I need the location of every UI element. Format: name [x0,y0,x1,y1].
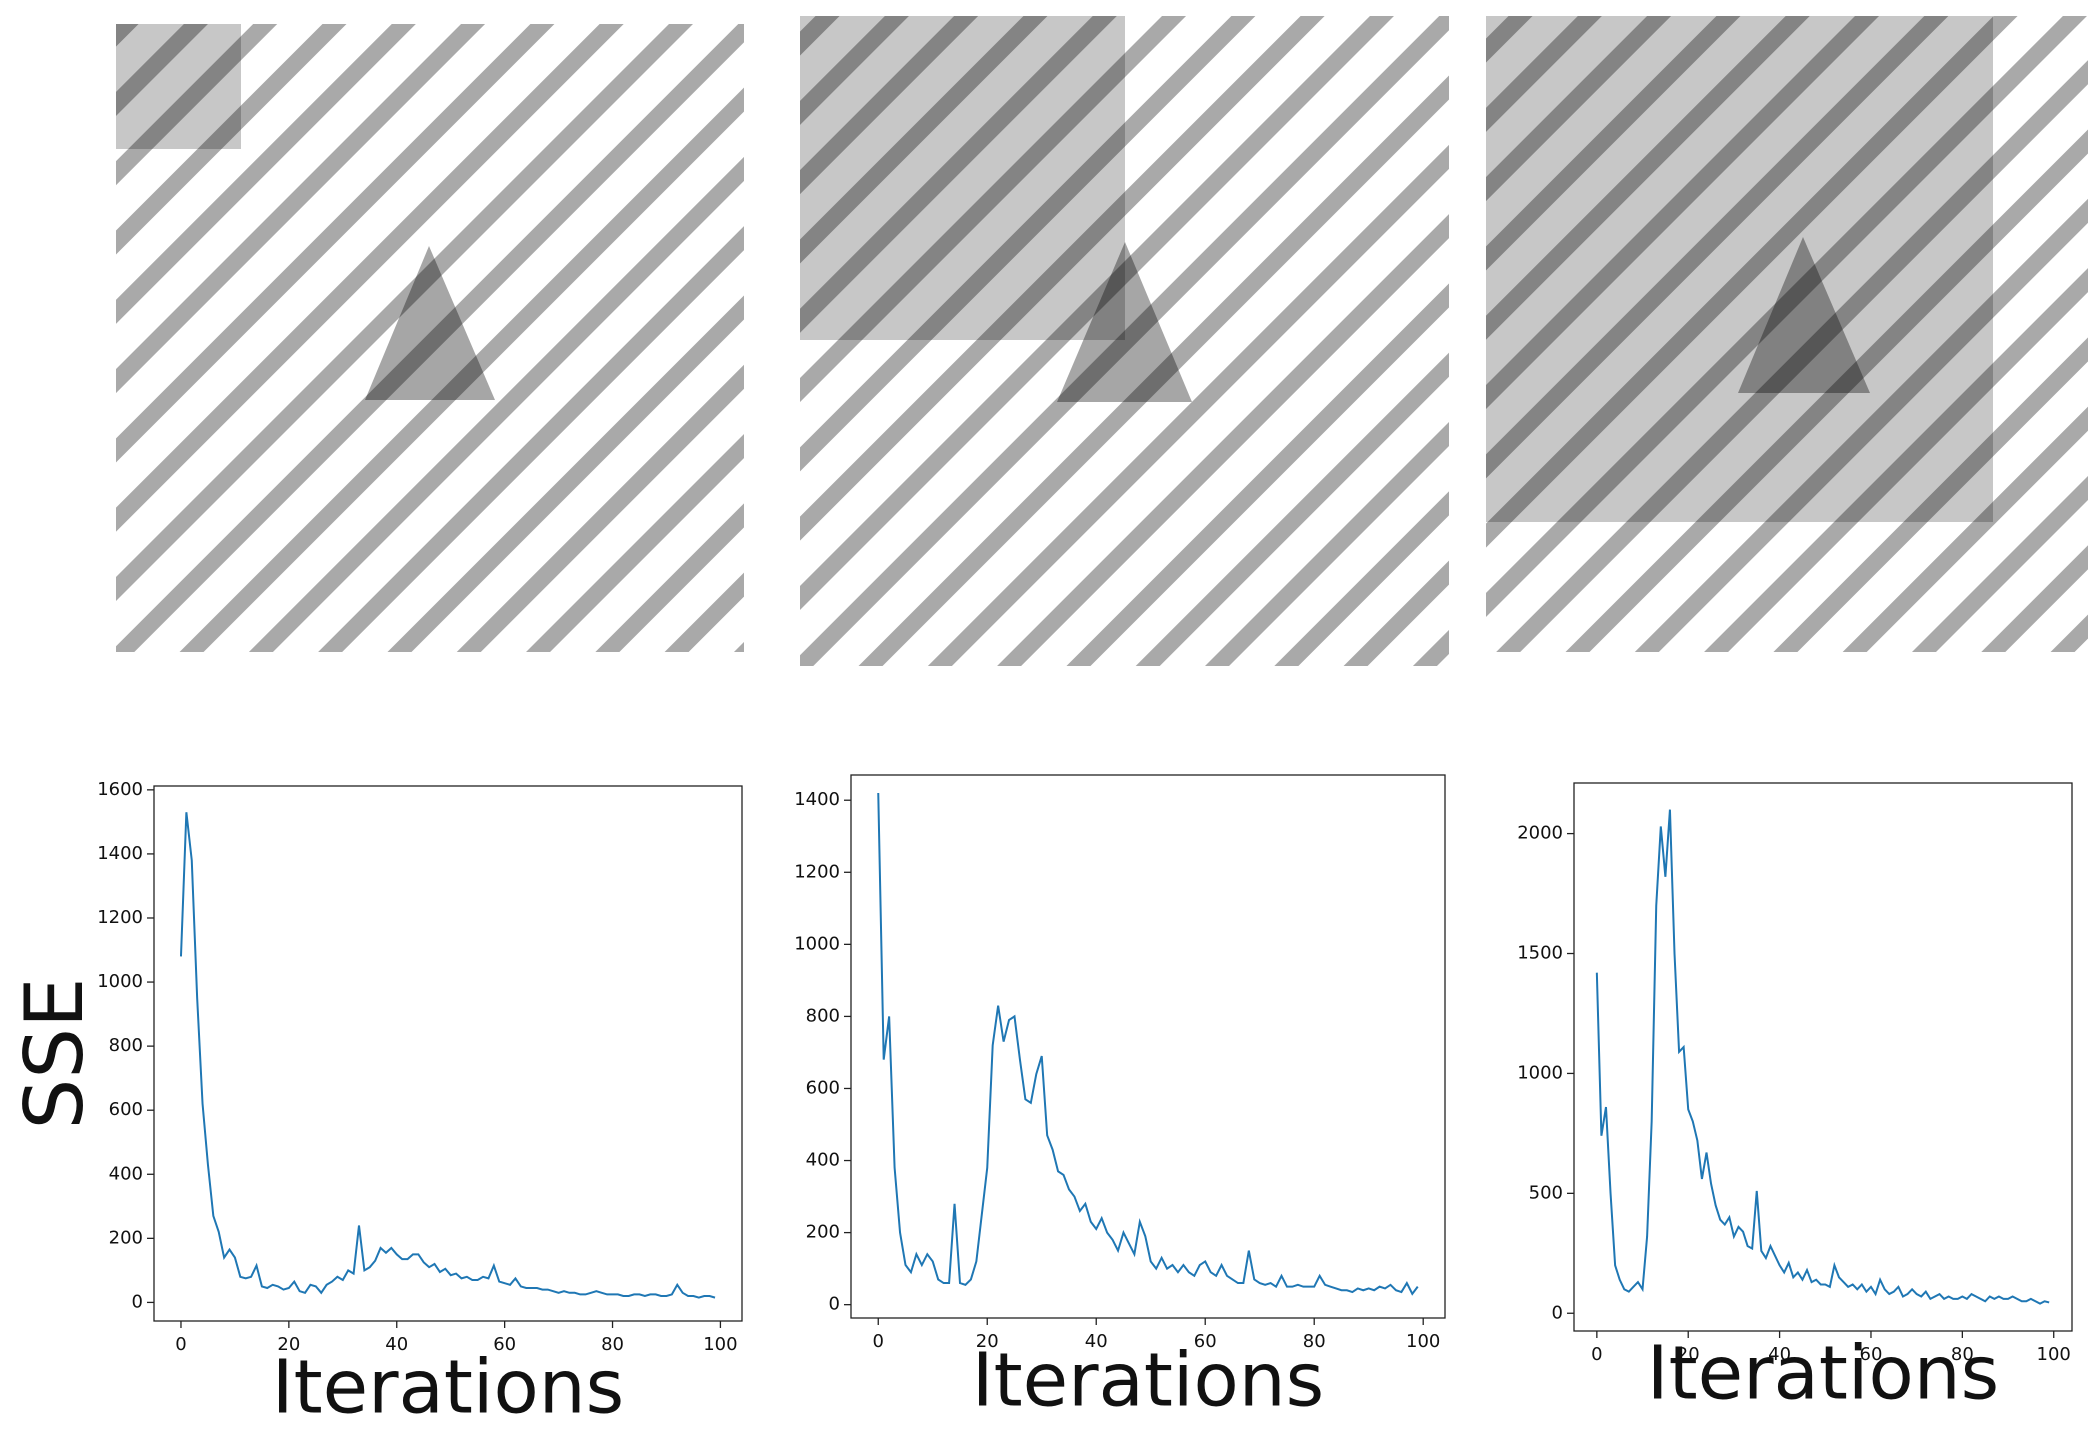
y-tick-label: 2000 [1517,823,1563,844]
data-line [179,812,716,1299]
line-chart: 0 200 400 600 800 1000 1200 1400 0 20 40 60 80 100 Ite… [794,774,1446,1424]
x-tick-label: 80 [1303,1331,1326,1352]
y-tick-label: 200 [109,1227,143,1248]
x-axis-label: Iterations [1647,1331,1999,1417]
image-panel [800,16,1449,666]
x-tick-label: 40 [385,1334,408,1355]
plot-frame [153,785,743,1322]
y-tick-label: 1600 [97,779,143,800]
y-tick-label: 1400 [97,843,143,864]
x-tick-label: 60 [1860,1344,1883,1365]
y-tick-label: 0 [1552,1302,1563,1323]
x-tick-label: 100 [703,1334,737,1355]
x-tick-label: 20 [976,1331,999,1352]
data-line [1595,809,2050,1305]
x-axis-label: Iterations [272,1345,624,1429]
plot-frame [850,774,1446,1319]
y-tick-label: 1000 [794,933,840,954]
y-tick-label: 500 [1529,1182,1563,1203]
x-tick-label: 0 [873,1331,884,1352]
line-chart: 0 200 400 600 800 1000 1200 1400 1600 0 20 40 60 80 10… [8,779,743,1429]
x-tick-label: 20 [277,1334,300,1355]
x-tick-label: 100 [1406,1331,1440,1352]
x-tick-label: 40 [1768,1344,1791,1365]
image-panel [116,24,744,652]
y-tick-label: 800 [806,1005,840,1026]
y-tick-label: 400 [806,1150,840,1171]
y-tick-label: 1000 [97,971,143,992]
x-tick-label: 60 [1194,1331,1217,1352]
y-tick-label: 1000 [1517,1062,1563,1083]
data-line [877,792,1419,1296]
x-tick-label: 80 [601,1334,624,1355]
image-panel [1486,16,2088,652]
y-tick-label: 0 [132,1291,143,1312]
x-tick-label: 80 [1951,1344,1974,1365]
y-tick-label: 1400 [794,789,840,810]
y-tick-label: 0 [829,1294,840,1315]
x-tick-label: 60 [493,1334,516,1355]
y-tick-label: 1200 [794,861,840,882]
y-tick-label: 1500 [1517,943,1563,964]
y-tick-label: 800 [109,1035,143,1056]
x-axis-label: Iterations [972,1338,1324,1424]
line-chart: 0 500 1000 1500 2000 0 20 40 60 80 100 Iterations [1517,782,2073,1417]
y-tick-label: 200 [806,1222,840,1243]
y-tick-label: 600 [806,1077,840,1098]
x-tick-label: 0 [175,1334,186,1355]
plot-frame [1573,782,2073,1332]
y-tick-label: 1200 [97,907,143,928]
x-tick-label: 20 [1677,1344,1700,1365]
x-tick-label: 100 [2037,1344,2071,1365]
x-tick-label: 0 [1591,1344,1602,1365]
y-axis-label: SSE [8,977,101,1129]
y-tick-label: 400 [109,1163,143,1184]
x-tick-label: 40 [1085,1331,1108,1352]
y-tick-label: 600 [109,1099,143,1120]
